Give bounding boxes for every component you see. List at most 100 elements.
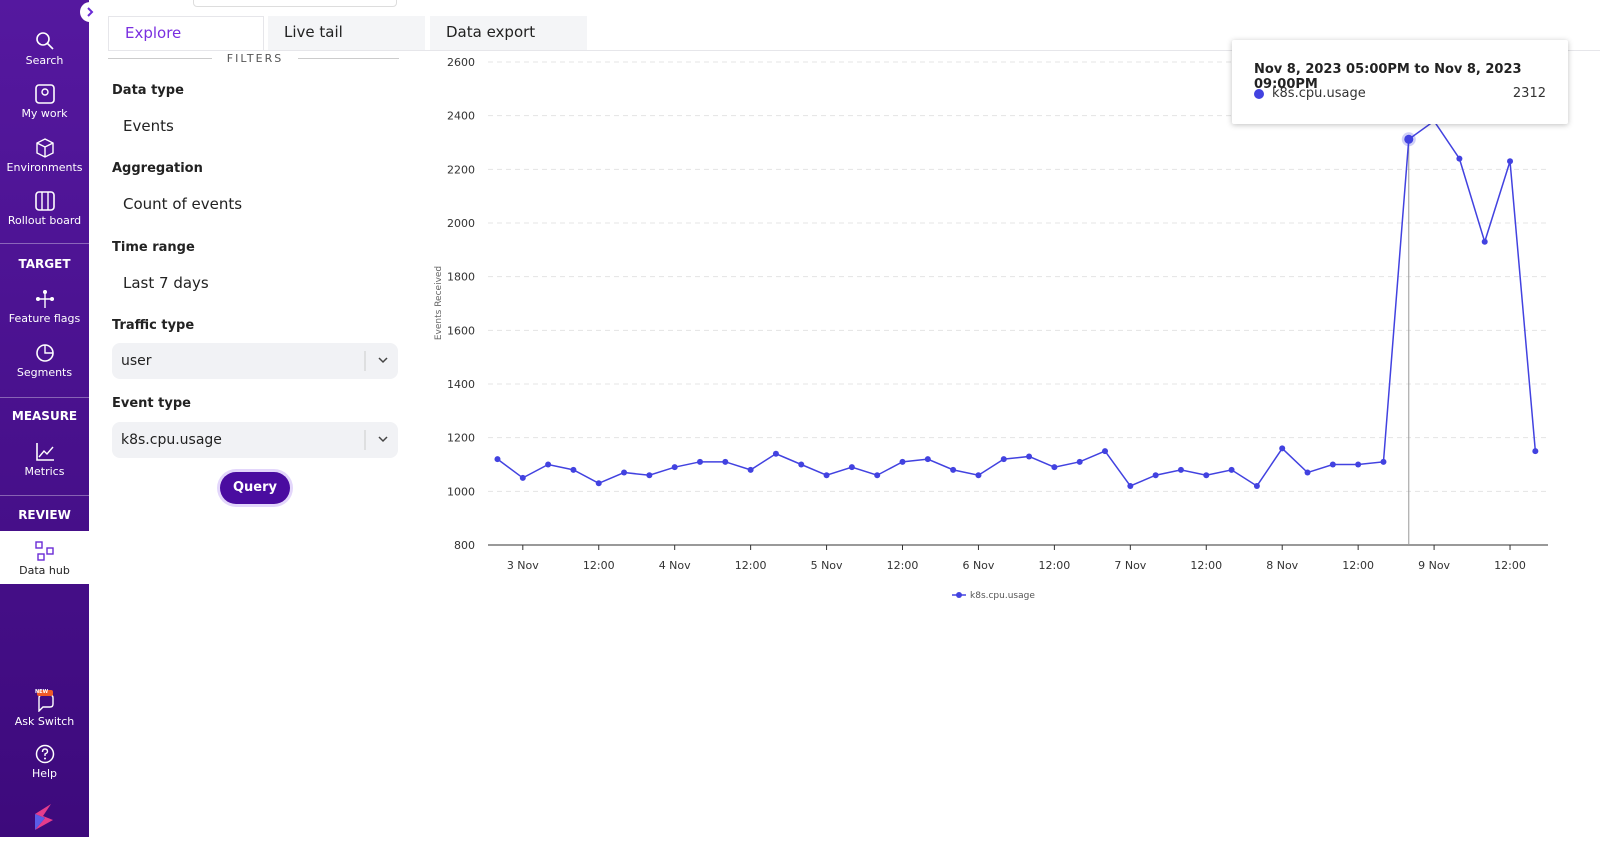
query-button[interactable]: Query [220, 472, 290, 504]
nav-help[interactable]: Help [0, 744, 89, 780]
filters-title: FILTERS [226, 52, 284, 65]
filter-value: Last 7 days [123, 274, 209, 292]
y-tick-label: 1200 [447, 432, 475, 445]
y-tick-label: 2200 [447, 163, 475, 176]
point [1177, 466, 1184, 473]
y-tick-label: 2600 [447, 56, 475, 69]
y-tick-label: 800 [454, 539, 475, 552]
nav-rollout-board[interactable]: Rollout board [0, 191, 89, 227]
point [646, 472, 653, 479]
event-type-select[interactable]: k8s.cpu.usage [112, 422, 398, 458]
point [595, 480, 602, 487]
x-tick-label: 9 Nov [1418, 559, 1450, 572]
nav-label: Ask Switch [14, 715, 75, 728]
point [570, 466, 577, 473]
tooltip-value: 2312 [1512, 86, 1546, 101]
x-tick-label: 12:00 [583, 559, 615, 572]
new-badge: NEW [35, 689, 49, 695]
point [1000, 456, 1007, 463]
series-line [497, 119, 1537, 487]
collapse-toggle[interactable] [79, 1, 101, 23]
point [697, 458, 703, 465]
select-value: user [121, 353, 152, 369]
nav-data-hub[interactable]: Data hub [0, 531, 89, 584]
point [950, 466, 957, 473]
point [848, 464, 855, 471]
point [747, 466, 754, 473]
point [1507, 158, 1514, 165]
logo [35, 804, 53, 830]
nav-search[interactable]: Search [0, 31, 89, 67]
tooltip-swatch [1254, 89, 1264, 99]
chevron [364, 351, 388, 371]
x-tick-label: 12:00 [1039, 559, 1071, 572]
separator [0, 495, 89, 496]
x-tick-label: 6 Nov [962, 559, 994, 572]
point [1026, 453, 1033, 460]
nav-my-work[interactable]: My work [0, 84, 89, 120]
point [1076, 458, 1083, 465]
point [1329, 461, 1336, 468]
x-tick-label: 4 Nov [659, 559, 691, 572]
separator [0, 397, 89, 398]
filter-label: Time range [112, 240, 195, 255]
rule [108, 58, 212, 59]
point [545, 461, 552, 468]
filter-value: Events [123, 117, 174, 135]
x-tick-label: 3 Nov [507, 559, 539, 572]
x-tick-label: 8 Nov [1266, 559, 1298, 572]
filter-label: Traffic type [112, 318, 195, 333]
point [1456, 155, 1463, 162]
point [519, 474, 526, 481]
point [772, 450, 779, 457]
point [671, 464, 678, 471]
nav-label: Metrics [24, 465, 65, 478]
point [1532, 448, 1539, 455]
nav-feature-flags[interactable]: Feature flags [0, 289, 89, 325]
point [1203, 472, 1210, 479]
x-tick-label: 5 Nov [811, 559, 843, 572]
rule [298, 58, 399, 59]
y-axis-label: Events Received [434, 266, 444, 340]
point [1279, 445, 1286, 452]
nav-label: Feature flags [8, 312, 81, 325]
point [1355, 461, 1362, 468]
x-tick-label: 7 Nov [1114, 559, 1146, 572]
nav-segments[interactable]: Segments [0, 343, 89, 379]
y-tick-label: 1600 [447, 324, 475, 337]
legend-dot [956, 592, 962, 598]
y-tick-label: 2400 [447, 110, 475, 123]
point [1481, 238, 1488, 245]
nav-metrics[interactable]: Metrics [0, 442, 89, 478]
y-tick-label: 1400 [447, 378, 475, 391]
nav-ask-switch[interactable]: Ask Switch [0, 690, 89, 728]
x-tick-label: 12:00 [1494, 559, 1526, 572]
point [924, 456, 931, 463]
point [823, 472, 830, 479]
y-tick-label: 1800 [447, 271, 475, 284]
tooltip-series: k8s.cpu.usage [1272, 86, 1366, 101]
tab[interactable]: Explore [108, 16, 264, 50]
sidebar: Search My work Environments Rollout boar… [0, 0, 89, 837]
chevron [364, 430, 388, 450]
point [1102, 448, 1109, 455]
section-title: MEASURE [11, 409, 78, 423]
search-field[interactable] [193, 0, 397, 7]
nav-environments[interactable]: Environments [0, 138, 89, 174]
section-title: REVIEW [18, 508, 71, 522]
nav-label: Environments [6, 161, 83, 174]
point [899, 458, 906, 465]
y-tick-label: 1000 [447, 485, 475, 498]
tab[interactable]: Live tail [268, 16, 425, 50]
point [874, 472, 881, 479]
x-tick-label: 12:00 [1342, 559, 1374, 572]
nav-label: My work [21, 107, 68, 120]
nav-label: Help [31, 767, 58, 780]
point [621, 469, 628, 476]
tab[interactable]: Data export [430, 16, 587, 50]
point [1051, 464, 1058, 471]
traffic-type-select[interactable]: user [112, 343, 398, 379]
x-tick-label: 12:00 [735, 559, 767, 572]
y-tick-label: 2000 [447, 217, 475, 230]
